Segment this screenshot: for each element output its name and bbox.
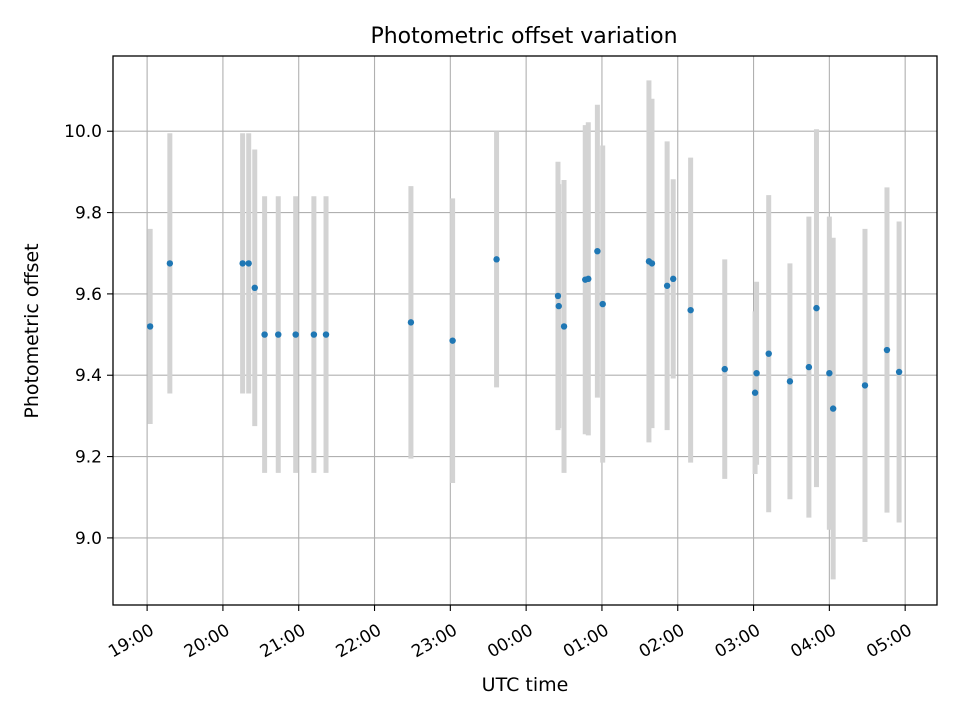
data-point — [449, 337, 456, 344]
plot-frame — [112, 55, 938, 606]
y-tick-label: 10.0 — [64, 122, 102, 142]
y-tick-label: 9.2 — [75, 448, 102, 468]
x-tick-label: 05:00 — [863, 620, 915, 662]
data-point — [275, 331, 282, 338]
data-point — [292, 331, 299, 338]
data-point — [493, 256, 500, 263]
data-point — [765, 350, 772, 357]
y-tick-label: 9.0 — [75, 529, 102, 549]
data-point — [753, 370, 760, 377]
errorbars — [147, 80, 902, 580]
data-point — [555, 302, 562, 310]
data-point — [751, 389, 759, 396]
data-point — [251, 284, 258, 291]
data-points — [146, 248, 903, 412]
data-point — [594, 248, 601, 255]
data-point — [663, 282, 671, 289]
data-point — [721, 365, 728, 373]
data-point — [883, 346, 891, 354]
data-point — [146, 323, 154, 330]
data-point — [648, 260, 656, 267]
y-tick-label: 9.8 — [75, 204, 102, 224]
x-tick-label: 22:00 — [333, 620, 385, 662]
data-point — [669, 275, 677, 283]
data-point — [554, 292, 562, 300]
data-point — [407, 319, 415, 326]
x-axis-label: UTC time — [482, 674, 569, 696]
data-point — [826, 370, 833, 377]
x-tick-label: 20:00 — [181, 620, 233, 662]
data-point — [585, 275, 592, 283]
data-point — [310, 331, 318, 338]
x-tick-label: 23:00 — [408, 620, 460, 662]
data-point — [245, 260, 252, 267]
x-tick-label: 21:00 — [257, 620, 309, 662]
x-tick-label: 04:00 — [787, 620, 839, 662]
data-point — [687, 306, 694, 314]
chart-title: Photometric offset variation — [370, 24, 677, 49]
x-tick-label: 01:00 — [560, 620, 612, 662]
x-tick-label: 02:00 — [636, 620, 688, 662]
data-point — [805, 363, 813, 371]
x-tick-label: 19:00 — [105, 620, 157, 662]
data-point — [322, 331, 330, 338]
data-point — [560, 323, 568, 330]
data-point — [166, 260, 174, 267]
data-point — [786, 378, 794, 385]
y-tick-label: 9.6 — [75, 285, 102, 305]
data-point — [861, 382, 869, 389]
y-tick-label: 9.4 — [75, 366, 102, 386]
x-tick-label: 03:00 — [712, 620, 764, 662]
data-point — [239, 260, 246, 267]
data-point — [895, 368, 903, 376]
grid — [113, 56, 937, 605]
y-axis-label: Photometric offset — [21, 243, 43, 418]
data-point — [813, 304, 820, 312]
data-point — [261, 331, 268, 338]
data-point — [829, 405, 837, 412]
data-point — [599, 300, 606, 308]
x-tick-label: 00:00 — [484, 620, 536, 662]
